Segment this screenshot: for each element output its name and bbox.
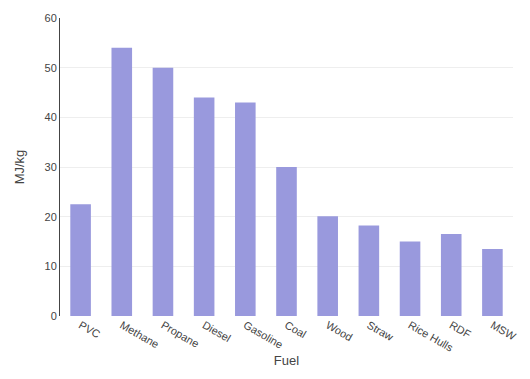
svg-text:MJ/kg: MJ/kg (12, 150, 27, 185)
svg-text:Gasoline: Gasoline (242, 319, 286, 351)
svg-text:Methane: Methane (118, 319, 161, 351)
svg-text:20: 20 (45, 211, 57, 223)
svg-text:0: 0 (51, 310, 57, 322)
svg-text:40: 40 (45, 111, 57, 123)
svg-text:Rice Hulls: Rice Hulls (406, 319, 455, 354)
svg-text:Propane: Propane (159, 319, 201, 350)
svg-text:Diesel: Diesel (200, 319, 232, 345)
svg-text:Fuel: Fuel (274, 353, 299, 368)
svg-text:Wood: Wood (324, 319, 355, 344)
svg-text:RDF: RDF (447, 319, 473, 341)
svg-text:30: 30 (45, 161, 57, 173)
svg-text:PVC: PVC (77, 319, 103, 341)
svg-text:Coal: Coal (283, 319, 309, 341)
svg-text:Straw: Straw (365, 319, 395, 343)
svg-text:10: 10 (45, 260, 57, 272)
svg-text:60: 60 (45, 12, 57, 24)
svg-text:50: 50 (45, 62, 57, 74)
svg-text:MSW: MSW (489, 319, 519, 343)
